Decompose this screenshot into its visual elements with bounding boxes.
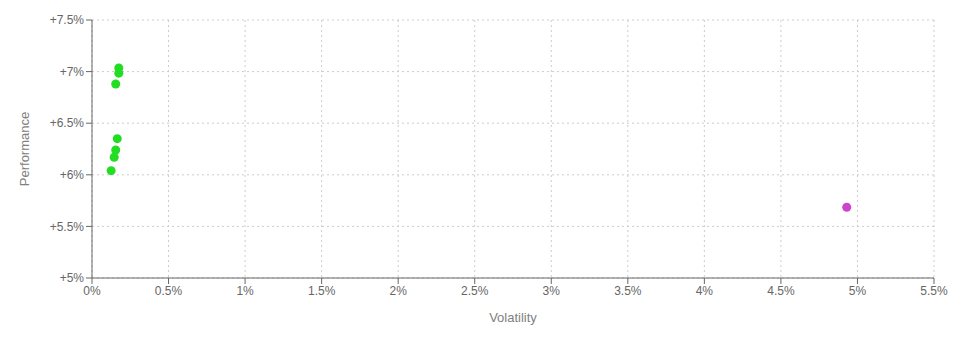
svg-text:5.5%: 5.5% (920, 284, 948, 298)
svg-text:+7%: +7% (60, 65, 85, 79)
svg-text:4%: 4% (696, 284, 714, 298)
svg-text:+7.5%: +7.5% (50, 13, 85, 27)
svg-text:2.5%: 2.5% (461, 284, 489, 298)
svg-text:4.5%: 4.5% (767, 284, 795, 298)
svg-text:1%: 1% (236, 284, 254, 298)
svg-text:0.5%: 0.5% (155, 284, 183, 298)
svg-text:+6.5%: +6.5% (50, 116, 85, 130)
svg-text:2%: 2% (390, 284, 408, 298)
svg-text:+5.5%: +5.5% (50, 220, 85, 234)
svg-text:+5%: +5% (60, 271, 85, 285)
svg-text:1.5%: 1.5% (308, 284, 336, 298)
svg-text:Volatility: Volatility (489, 310, 537, 325)
svg-text:3%: 3% (543, 284, 561, 298)
svg-text:+6%: +6% (60, 168, 85, 182)
svg-text:Performance: Performance (17, 112, 32, 186)
svg-text:3.5%: 3.5% (614, 284, 642, 298)
svg-text:0%: 0% (83, 284, 101, 298)
svg-text:5%: 5% (849, 284, 867, 298)
